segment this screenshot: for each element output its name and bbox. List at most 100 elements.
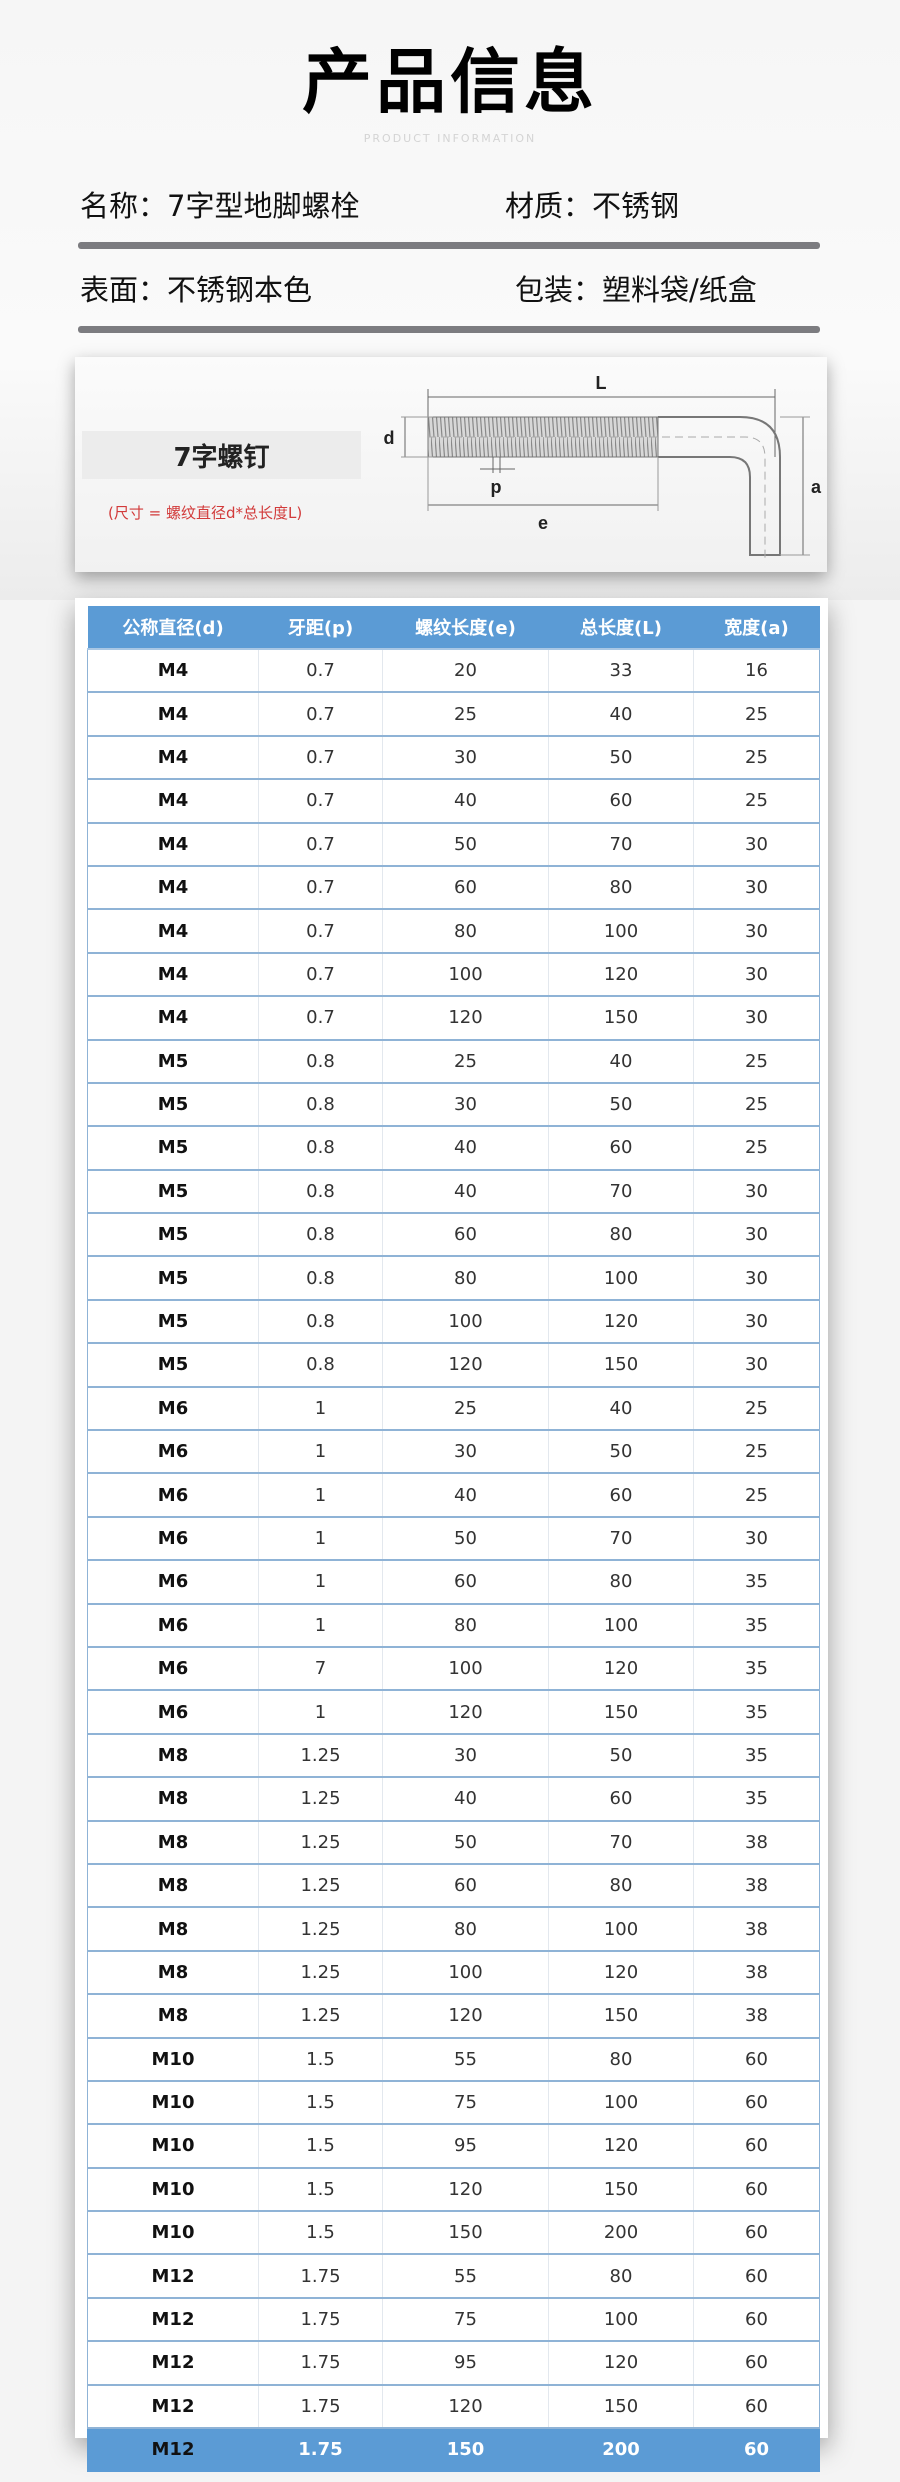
cell-total-length: 50 bbox=[548, 1430, 694, 1475]
cell-width: 30 bbox=[693, 1169, 820, 1215]
cell-pitch: 0.8 bbox=[258, 1299, 383, 1345]
table-header-row: 公称直径(d) 牙距(p) 螺纹长度(e) 总长度(L) 宽度(a) bbox=[87, 606, 820, 650]
cell-thread-length: 40 bbox=[382, 1126, 549, 1171]
cell-width: 30 bbox=[693, 865, 820, 911]
cell-pitch: 1.25 bbox=[258, 1777, 383, 1822]
cell-total-length: 150 bbox=[548, 1343, 694, 1388]
cell-width: 25 bbox=[693, 1430, 820, 1475]
cell-diameter: M4 bbox=[87, 735, 259, 781]
cell-pitch: 0.7 bbox=[258, 822, 383, 867]
cell-pitch: 1.25 bbox=[258, 1994, 383, 2039]
cell-thread-length: 100 bbox=[382, 952, 549, 998]
cell-total-length: 100 bbox=[548, 2297, 694, 2343]
table-row: M8 1.25 40 60 35 bbox=[87, 1777, 820, 1822]
diagram-label: 7字螺钉 bbox=[82, 431, 361, 479]
cell-diameter: M12 bbox=[87, 2341, 259, 2386]
table-row: M6 1 30 50 25 bbox=[87, 1430, 820, 1475]
cell-pitch: 1.25 bbox=[258, 1863, 383, 1909]
cell-pitch: 0.8 bbox=[258, 1039, 383, 1084]
cell-diameter: M6 bbox=[87, 1560, 259, 1605]
cell-total-length: 70 bbox=[548, 1820, 694, 1865]
cell-pitch: 0.7 bbox=[258, 952, 383, 998]
cell-thread-length: 55 bbox=[382, 2037, 549, 2082]
cell-pitch: 1.25 bbox=[258, 1907, 383, 1952]
table-row: M10 1.5 150 200 60 bbox=[87, 2211, 820, 2256]
cell-total-length: 80 bbox=[548, 2254, 694, 2299]
cell-thread-length: 100 bbox=[382, 1950, 549, 1996]
cell-total-length: 40 bbox=[548, 1039, 694, 1084]
cell-width: 25 bbox=[693, 1082, 820, 1128]
cell-width: 60 bbox=[693, 2124, 820, 2169]
table-row: M6 1 40 60 25 bbox=[87, 1473, 820, 1518]
cell-pitch: 1 bbox=[258, 1690, 383, 1735]
cell-diameter: M8 bbox=[87, 1907, 259, 1952]
cell-total-length: 50 bbox=[548, 1733, 694, 1779]
table-row: M8 1.25 60 80 38 bbox=[87, 1863, 820, 1909]
cell-diameter: M12 bbox=[87, 2428, 259, 2473]
cell-thread-length: 120 bbox=[382, 1690, 549, 1735]
cell-diameter: M5 bbox=[87, 1256, 259, 1301]
table-row: M10 1.5 95 120 60 bbox=[87, 2124, 820, 2169]
table-row: M4 0.7 100 120 30 bbox=[87, 952, 820, 998]
table-row: M4 0.7 40 60 25 bbox=[87, 779, 820, 824]
cell-width: 38 bbox=[693, 1907, 820, 1952]
cell-diameter: M5 bbox=[87, 1039, 259, 1084]
cell-diameter: M6 bbox=[87, 1646, 259, 1692]
dim-label-e: e bbox=[538, 513, 548, 533]
cell-pitch: 1.75 bbox=[258, 2341, 383, 2386]
table-row: M4 0.7 20 33 16 bbox=[87, 649, 820, 694]
page-title: 产品信息 bbox=[302, 41, 598, 123]
table-row: M12 1.75 55 80 60 bbox=[87, 2254, 820, 2299]
cell-width: 30 bbox=[693, 1516, 820, 1562]
cell-total-length: 150 bbox=[548, 996, 694, 1041]
cell-total-length: 120 bbox=[548, 1950, 694, 1996]
table-row: M4 0.7 80 100 30 bbox=[87, 909, 820, 954]
cell-diameter: M4 bbox=[87, 909, 259, 954]
cell-width: 30 bbox=[693, 952, 820, 998]
cell-pitch: 0.8 bbox=[258, 1082, 383, 1128]
cell-pitch: 1.75 bbox=[258, 2428, 383, 2473]
cell-total-length: 70 bbox=[548, 1169, 694, 1215]
bolt-bend bbox=[658, 416, 781, 556]
cell-thread-length: 40 bbox=[382, 1169, 549, 1215]
cell-diameter: M6 bbox=[87, 1603, 259, 1648]
cell-total-length: 50 bbox=[548, 1082, 694, 1128]
cell-pitch: 0.8 bbox=[258, 1126, 383, 1171]
cell-total-length: 100 bbox=[548, 2080, 694, 2126]
divider bbox=[78, 242, 820, 249]
column-header-thread-length: 螺纹长度(e) bbox=[382, 606, 549, 650]
bolt-diagram: 7字螺钉 (尺寸 = 螺纹直径d*总长度L) L d p e a bbox=[75, 357, 827, 572]
dim-label-d: d bbox=[384, 428, 395, 448]
cell-pitch: 1.5 bbox=[258, 2080, 383, 2126]
cell-width: 25 bbox=[693, 779, 820, 824]
cell-thread-length: 80 bbox=[382, 1907, 549, 1952]
cell-diameter: M6 bbox=[87, 1516, 259, 1562]
table-row: M6 1 60 80 35 bbox=[87, 1560, 820, 1605]
cell-pitch: 0.7 bbox=[258, 909, 383, 954]
cell-thread-length: 25 bbox=[382, 1039, 549, 1084]
table-row: M12 1.75 150 200 60 bbox=[87, 2428, 820, 2473]
cell-total-length: 40 bbox=[548, 1386, 694, 1432]
cell-thread-length: 100 bbox=[382, 1299, 549, 1345]
cell-width: 38 bbox=[693, 1820, 820, 1865]
cell-total-length: 80 bbox=[548, 2037, 694, 2082]
cell-pitch: 1 bbox=[258, 1516, 383, 1562]
cell-diameter: M8 bbox=[87, 1777, 259, 1822]
table-row: M6 7 100 120 35 bbox=[87, 1646, 820, 1692]
cell-width: 30 bbox=[693, 822, 820, 867]
cell-pitch: 0.7 bbox=[258, 779, 383, 824]
table-row: M12 1.75 75 100 60 bbox=[87, 2297, 820, 2343]
cell-pitch: 0.8 bbox=[258, 1213, 383, 1258]
page-subtitle: PRODUCT INFORMATION bbox=[363, 132, 537, 145]
cell-width: 60 bbox=[693, 2384, 820, 2430]
table-row: M4 0.7 50 70 30 bbox=[87, 822, 820, 867]
table-row: M4 0.7 120 150 30 bbox=[87, 996, 820, 1041]
cell-pitch: 1.75 bbox=[258, 2384, 383, 2430]
cell-total-length: 120 bbox=[548, 1646, 694, 1692]
table-row: M5 0.8 40 70 30 bbox=[87, 1169, 820, 1215]
cell-diameter: M6 bbox=[87, 1473, 259, 1518]
info-packaging: 包装：塑料袋/纸盒 bbox=[515, 273, 757, 307]
cell-diameter: M8 bbox=[87, 1863, 259, 1909]
table-row: M5 0.8 100 120 30 bbox=[87, 1299, 820, 1345]
cell-thread-length: 80 bbox=[382, 1256, 549, 1301]
